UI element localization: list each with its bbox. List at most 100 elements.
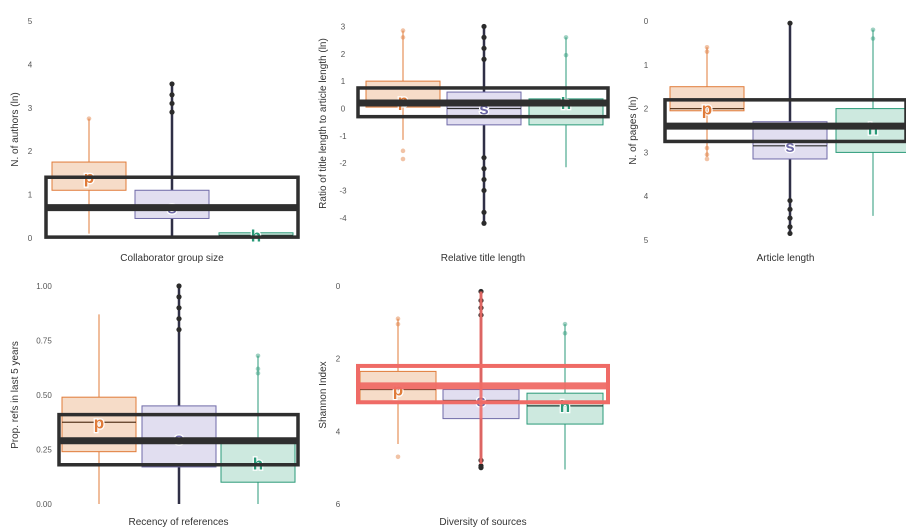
y-tick-label: 1 xyxy=(28,191,33,200)
overall-box xyxy=(44,175,300,239)
y-tick-label: 5 xyxy=(644,236,649,245)
outlier-point xyxy=(481,56,487,62)
outlier-point xyxy=(169,109,175,115)
boxplot-panel-4: 0.00 0.25 0.50 0.75 1.00 Prop. refs in last 5… xyxy=(10,282,300,528)
group-label-s: s xyxy=(479,99,488,118)
y-tick-label: 1 xyxy=(341,77,346,86)
outlier-point xyxy=(176,294,182,300)
outlier-point xyxy=(481,209,487,215)
outlier-point xyxy=(478,465,484,471)
outlier-point xyxy=(481,220,487,226)
y-tick-label: 2 xyxy=(644,105,649,114)
y-tick-label: -2 xyxy=(339,159,347,168)
outlier-point xyxy=(481,166,487,172)
y-tick-label: 4 xyxy=(336,427,341,436)
outlier-point xyxy=(481,34,487,41)
x-axis-label: Article length xyxy=(757,253,815,264)
outlier-point xyxy=(86,116,92,121)
group-label-p: p xyxy=(702,100,712,119)
y-tick-label: 2 xyxy=(341,50,346,59)
overall-box xyxy=(356,291,610,465)
y-tick-label: -4 xyxy=(339,214,347,223)
outlier-point xyxy=(481,187,487,194)
y-tick-label: 3 xyxy=(28,104,33,113)
y-tick-label: 3 xyxy=(341,22,346,31)
outlier-point xyxy=(395,454,401,460)
outlier-point xyxy=(400,28,406,33)
y-tick-label: 3 xyxy=(644,148,649,157)
outlier-point xyxy=(176,305,182,311)
box xyxy=(220,440,296,483)
outlier-point xyxy=(870,36,876,41)
y-tick-label: -3 xyxy=(339,186,347,195)
outlier-point xyxy=(400,156,406,162)
outlier-point xyxy=(169,81,175,87)
outlier-point xyxy=(255,353,261,359)
outlier-point xyxy=(787,215,793,221)
y-axis-label: N. of pages (ln) xyxy=(628,96,639,164)
outlier-point xyxy=(400,148,406,154)
y-tick-label: 1.00 xyxy=(36,282,52,291)
y-axis-label: Ratio of title length to article length … xyxy=(318,38,329,209)
x-axis-label: Collaborator group size xyxy=(120,253,224,264)
outlier-point xyxy=(400,35,406,40)
box xyxy=(835,108,906,153)
outlier-point xyxy=(562,321,568,327)
overall-box xyxy=(356,86,610,119)
y-tick-label: -1 xyxy=(339,132,347,141)
y-axis-label: Shannon Index xyxy=(318,361,329,428)
outlier-point xyxy=(176,327,182,333)
outlier-point xyxy=(704,156,710,162)
group-p: p xyxy=(61,314,137,504)
outlier-point xyxy=(255,370,261,376)
outlier-point xyxy=(481,155,487,161)
y-tick-label: 4 xyxy=(644,192,649,201)
overall-box xyxy=(663,98,906,144)
outlier-point xyxy=(870,27,876,33)
outlier-point xyxy=(562,330,568,336)
outlier-point xyxy=(704,44,710,50)
outlier-point xyxy=(481,45,487,51)
group-label-h: h xyxy=(560,397,570,416)
outlier-point xyxy=(787,20,793,26)
x-axis-label: Recency of references xyxy=(128,517,228,528)
boxplot-panel-2: -4 -3 -2 -1 0 1 2 3 Ratio of title length to art… xyxy=(318,22,610,264)
outlier-point xyxy=(169,92,175,98)
outlier-point xyxy=(704,152,710,157)
y-tick-label: 0.25 xyxy=(36,446,52,455)
outlier-point xyxy=(395,321,401,327)
overall-box xyxy=(57,412,300,467)
outlier-point xyxy=(169,100,175,107)
x-axis-label: Relative title length xyxy=(441,253,526,264)
box xyxy=(526,392,604,425)
outlier-point xyxy=(176,283,182,289)
y-tick-label: 0.00 xyxy=(36,500,52,509)
y-tick-label: 4 xyxy=(28,60,33,69)
boxplot-panel-3: 0 1 2 3 4 5 N. of pages (ln) Article length p s h xyxy=(628,17,906,264)
overall-iqr-outline xyxy=(663,98,906,144)
group-h: h xyxy=(835,27,906,216)
y-tick-label: 0 xyxy=(336,282,341,291)
y-tick-label: 2 xyxy=(28,147,33,156)
y-axis-label: N. of authors (ln) xyxy=(10,92,21,166)
group-s: s xyxy=(446,23,522,226)
group-label-s: s xyxy=(785,137,794,156)
y-tick-label: 0 xyxy=(644,17,649,26)
group-p: p xyxy=(51,116,127,234)
y-tick-label: 0 xyxy=(341,104,346,113)
outlier-point xyxy=(255,366,261,372)
outlier-point xyxy=(481,176,487,183)
y-tick-label: 0.50 xyxy=(36,391,52,400)
y-axis-label: Prop. refs in last 5 years xyxy=(10,341,21,449)
outlier-point xyxy=(787,197,793,204)
outlier-point xyxy=(563,35,569,40)
outlier-point xyxy=(704,145,710,151)
group-p: p xyxy=(365,28,441,162)
outlier-point xyxy=(704,49,710,54)
y-tick-label: 5 xyxy=(28,17,33,26)
y-tick-label: 0.75 xyxy=(36,337,52,346)
outlier-point xyxy=(787,230,793,237)
group-label-p: p xyxy=(94,413,104,432)
